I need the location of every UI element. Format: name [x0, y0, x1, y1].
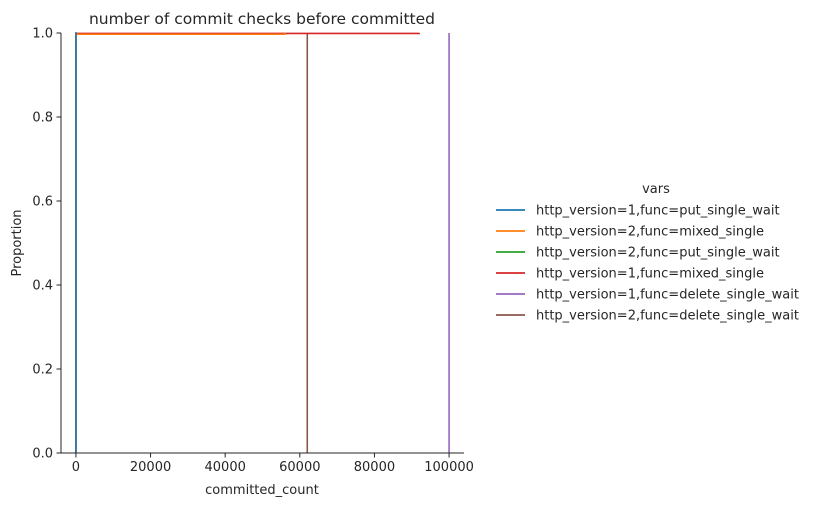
- legend-label: http_version=1,func=delete_single_wait: [536, 288, 799, 303]
- x-tick-label: 0: [72, 460, 80, 475]
- y-axis-title: Proportion: [10, 209, 25, 276]
- y-tick-label: 0.2: [32, 363, 53, 378]
- series-line-2: [75, 33, 286, 453]
- y-axis-ticks: 0.0 0.2 0.4 0.6 0.8 1.0: [32, 27, 61, 462]
- legend-title: vars: [642, 182, 670, 197]
- y-tick-label: 0.0: [32, 447, 53, 462]
- x-tick-label: 80000: [354, 460, 395, 475]
- x-tick-label: 60000: [279, 460, 320, 475]
- legend-label: http_version=1,func=mixed_single: [536, 267, 764, 282]
- legend-label: http_version=1,func=put_single_wait: [536, 204, 780, 219]
- series-layer: [75, 32, 450, 453]
- y-tick-label: 0.8: [32, 111, 53, 126]
- x-axis-ticks: 0 20000 40000 60000 80000 100000: [72, 453, 474, 475]
- y-tick-label: 0.6: [32, 195, 53, 210]
- legend-label: http_version=2,func=delete_single_wait: [536, 309, 799, 324]
- x-tick-label: 100000: [424, 460, 474, 475]
- x-tick-label: 20000: [130, 460, 171, 475]
- legend-label: http_version=2,func=mixed_single: [536, 225, 764, 240]
- chart-title: number of commit checks before committed: [89, 10, 435, 28]
- x-tick-label: 40000: [205, 460, 246, 475]
- legend-label: http_version=2,func=put_single_wait: [536, 246, 780, 261]
- series-line-4: [75, 32, 421, 453]
- x-axis-title: committed_count: [205, 483, 319, 498]
- y-tick-label: 1.0: [32, 27, 53, 42]
- series-line-1: [75, 32, 77, 453]
- y-tick-label: 0.4: [32, 279, 53, 294]
- legend: vars http_version=1,func=put_single_wait…: [496, 182, 799, 324]
